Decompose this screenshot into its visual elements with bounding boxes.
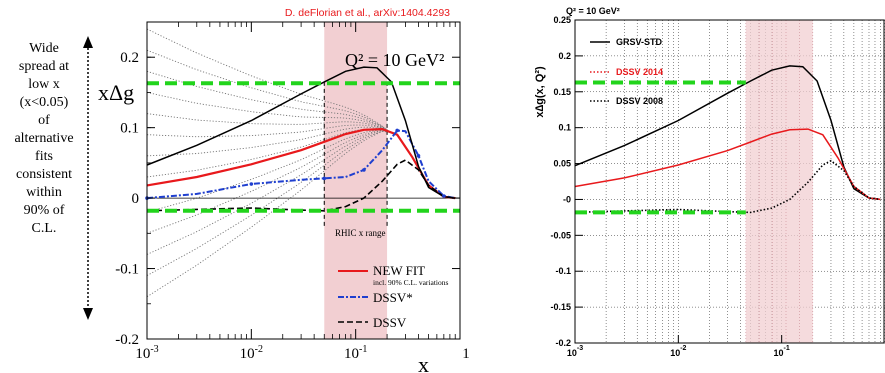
x-tick-label-exp: -1	[359, 344, 367, 355]
x-tick-label-base: 10	[774, 348, 784, 358]
x-tick-label: 10-2	[240, 344, 263, 362]
y-tick-label: -0	[563, 194, 571, 204]
citation: D. deFlorian et al., arXiv:1404.4293	[285, 7, 450, 19]
x-tick-label-exp: -3	[150, 344, 158, 355]
x-tick-label: 10-1	[774, 345, 790, 358]
legend-label-grsv: GRSV-STD	[616, 37, 663, 47]
series-dssv-2008	[574, 159, 881, 214]
side-note-line: consistent	[16, 167, 72, 182]
arrow-down-icon	[83, 308, 93, 320]
x-tick-label: 1	[462, 346, 470, 362]
right-chart: -0.2 -0.15 -0.1 -0.05 -0 0.05 0.1 0.15 0.2 0.25 10…	[534, 6, 885, 358]
series-group	[574, 65, 881, 214]
side-note-line: C.L.	[31, 221, 57, 236]
band-label: RHIC x range	[335, 228, 386, 238]
q2-annotation: Q² = 10 GeV²	[345, 50, 444, 70]
x-tick-label-exp: -1	[784, 345, 790, 352]
rhic-band	[745, 20, 814, 343]
variation-curve	[146, 49, 461, 199]
variation-curve	[146, 124, 461, 199]
variation-curve	[146, 70, 461, 199]
side-note: Wide spread at low x (x<0.05) of alterna…	[0, 40, 88, 238]
axis-ticks: -0.2-0.100.10.210-3 10-2 10-1 1	[115, 21, 470, 362]
x-axis-label: x	[418, 352, 429, 373]
y-tick-label: -0.2	[555, 338, 571, 348]
dssv-star-point	[395, 128, 399, 133]
x-tick-label: 10-3	[135, 344, 158, 362]
legend-label-dssv: DSSV	[373, 315, 407, 330]
x-tick-label: 10-2	[670, 345, 686, 358]
series-grsv-std	[574, 65, 881, 201]
side-note-line: of	[38, 113, 50, 128]
series-dssv-star	[146, 129, 456, 200]
y-tick-label: 0.2	[558, 51, 571, 61]
series-group	[145, 66, 456, 212]
dssv-star-point	[416, 154, 421, 158]
x-tick-label: 10-1	[344, 344, 367, 362]
arrow-up-icon	[83, 36, 93, 48]
series-dssv	[146, 159, 456, 212]
y-tick-label: -0.05	[550, 230, 571, 240]
y-axis-label: x∆g(x, Q²)	[534, 66, 546, 118]
plot-frame	[574, 19, 885, 344]
y-tick-label: -0.1	[555, 266, 571, 276]
x-tick-label: 10-3	[567, 345, 583, 358]
reference-lines	[575, 80, 746, 215]
y-axis-label: xΔg	[98, 80, 134, 105]
series-reference-black	[146, 66, 456, 199]
variation-curve	[146, 126, 461, 199]
y-tick-label: 0.1	[120, 121, 139, 137]
legend: GRSV-STD DSSV 2014 DSSV 2008	[590, 37, 663, 106]
side-note-line: low x	[28, 77, 60, 92]
side-note-line: within	[26, 185, 62, 200]
legend-label-dssv-star: DSSV*	[373, 290, 413, 305]
y-tick-label: -0.1	[115, 262, 139, 278]
dssv-star-point	[362, 168, 366, 172]
variation-curve	[146, 129, 461, 213]
dssv-star-point	[249, 182, 254, 186]
y-tick-label: 0.1	[558, 123, 571, 133]
y-tick-label: 0	[132, 191, 140, 207]
x-tick-label-exp: -2	[255, 344, 263, 355]
side-note-line: 90% of	[23, 203, 65, 218]
q2-annotation: Q² = 10 GeV²	[566, 6, 620, 16]
x-tick-label-base: 10	[567, 348, 577, 358]
axis-ticks: -0.2 -0.15 -0.1 -0.05 -0 0.05 0.1 0.15 0.2 0.25 10…	[550, 15, 789, 358]
plot-frame	[146, 21, 461, 340]
variation-curve	[146, 113, 461, 199]
x-tick-label-base: 10	[135, 346, 150, 362]
y-tick-label: -0.15	[550, 302, 571, 312]
x-tick-label-base: 10	[344, 346, 359, 362]
legend: NEW FIT incl. 90% C.L. variations DSSV* …	[338, 263, 448, 330]
x-tick-label-exp: -3	[577, 345, 583, 352]
side-note-line: fits	[35, 149, 53, 164]
dssv-star-point	[442, 194, 446, 198]
legend-label-dssv2008: DSSV 2008	[616, 96, 663, 106]
side-note-line: alternative	[14, 131, 74, 146]
side-note-line: (x<0.05)	[19, 95, 69, 110]
x-tick-label-exp: -2	[680, 345, 686, 352]
left-chart: D. deFlorian et al., arXiv:1404.4293 -0.…	[98, 7, 470, 373]
band-edges	[323, 81, 388, 227]
x-tick-label-base: 1	[462, 346, 470, 362]
x-tick-label-base: 10	[240, 346, 255, 362]
legend-label-new-fit: NEW FIT	[373, 263, 425, 278]
variation-curve	[146, 130, 461, 276]
variation-curve	[146, 128, 461, 199]
rhic-band	[324, 22, 388, 339]
side-note-line: Wide	[29, 41, 59, 56]
y-tick-label: -0.2	[115, 332, 139, 348]
y-tick-label: 0.25	[553, 15, 571, 25]
legend-sublabel-new-fit: incl. 90% C.L. variations	[373, 278, 448, 287]
side-note-line: spread at	[18, 59, 70, 74]
x-tick-label-base: 10	[670, 348, 680, 358]
y-tick-label: 0.2	[120, 50, 139, 66]
dssv-star-point	[322, 176, 327, 181]
rhic-band-rect	[745, 20, 813, 343]
y-tick-label: 0.05	[553, 159, 571, 169]
legend-label-dssv2014: DSSV 2014	[616, 67, 663, 77]
reference-lines	[147, 81, 460, 213]
y-tick-label: 0.15	[553, 87, 571, 97]
